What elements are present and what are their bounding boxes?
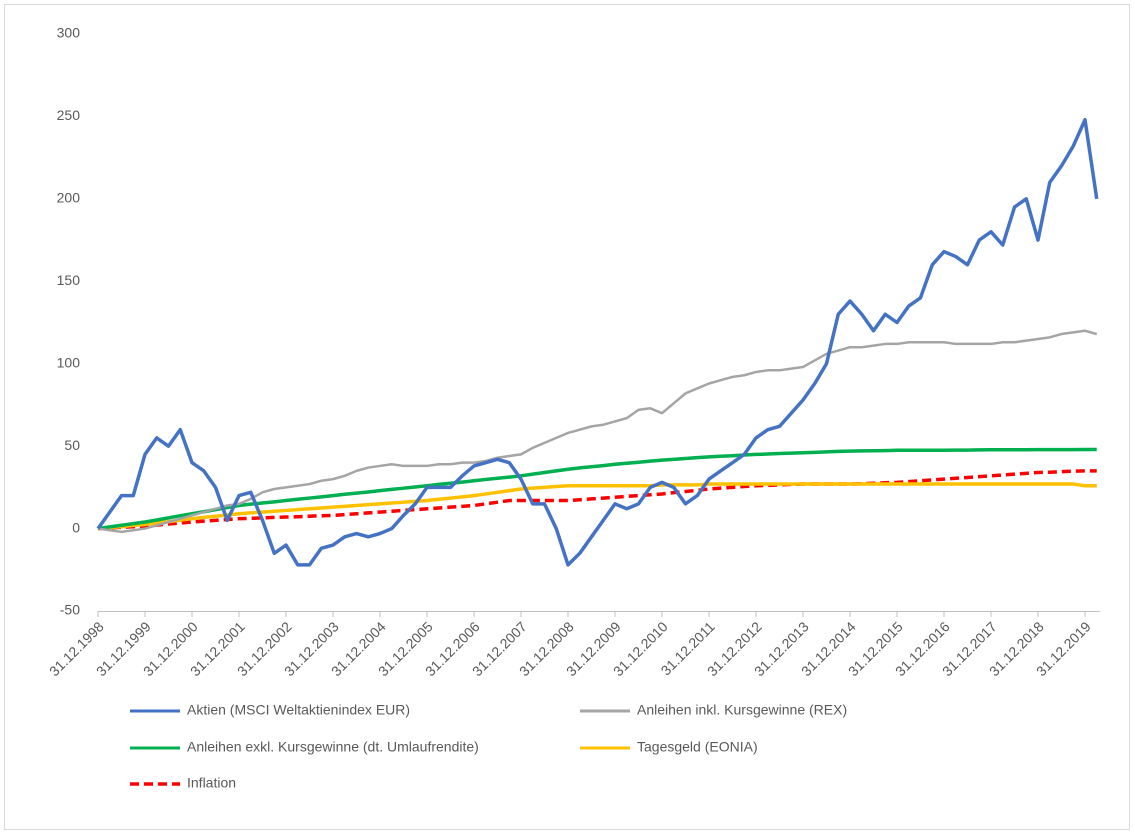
chart-frame [4, 4, 1130, 830]
y-tick-label: -50 [60, 602, 80, 618]
y-tick-label: 250 [57, 107, 81, 123]
y-tick-label: 200 [57, 190, 81, 206]
legend-label: Tagesgeld (EONIA) [637, 739, 758, 755]
series-line [97, 482, 1097, 531]
y-tick-label: 50 [64, 437, 80, 453]
legend-label: Anleihen exkl. Kursgewinne (dt. Umlaufre… [187, 739, 479, 755]
series-line [97, 469, 1097, 531]
y-tick-label: 300 [57, 25, 81, 41]
legend-label: Aktien (MSCI Weltaktienindex EUR) [187, 702, 410, 718]
y-tick-label: 100 [57, 354, 81, 370]
legend-label: Anleihen inkl. Kursgewinne (REX) [637, 702, 847, 718]
y-tick-label: 0 [72, 519, 80, 535]
series-line [96, 117, 1099, 567]
legend-label: Inflation [187, 775, 236, 791]
series-line [97, 447, 1097, 531]
y-tick-label: 150 [57, 272, 81, 288]
series-line [97, 329, 1098, 534]
